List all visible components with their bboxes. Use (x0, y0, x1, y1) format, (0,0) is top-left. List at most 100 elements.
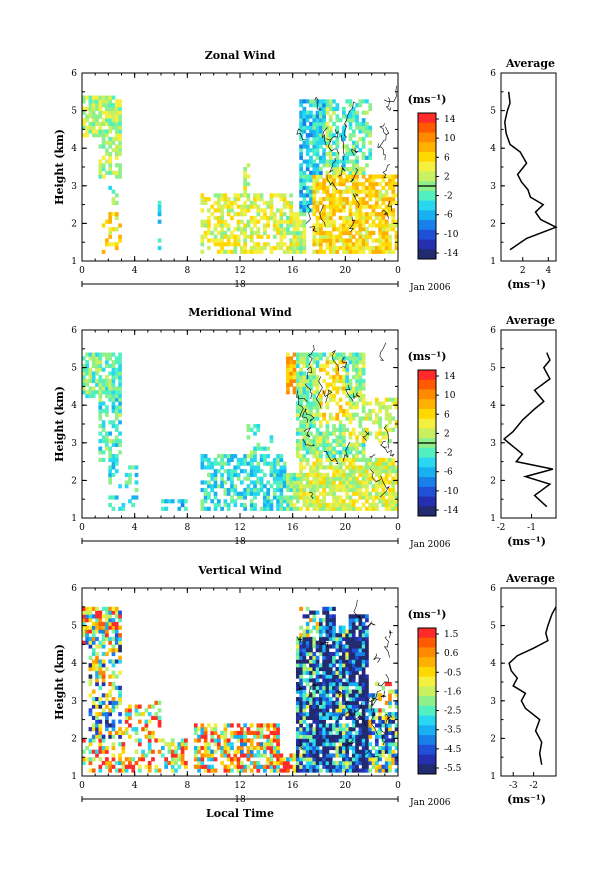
heatmap-cell (85, 363, 89, 368)
heatmap-cell (272, 491, 277, 496)
heatmap-cell (184, 738, 188, 743)
heatmap-cell (266, 487, 271, 493)
heatmap-cell (319, 457, 323, 462)
heatmap-cell (108, 636, 113, 642)
heatmap-cell (269, 757, 274, 762)
heatmap-cell (338, 768, 343, 773)
heatmap-cell (111, 723, 116, 728)
heatmap-cell (305, 727, 310, 732)
heatmap-cell (365, 651, 369, 657)
y-tick-label: 2 (71, 219, 77, 229)
heatmap-cell (332, 238, 336, 243)
heatmap-cell (355, 204, 359, 209)
heatmap-cell (351, 708, 356, 713)
heatmap-cell (371, 223, 376, 228)
heatmap-cell (246, 491, 251, 496)
heatmap-cell (292, 367, 297, 372)
heatmap-cell (388, 730, 392, 736)
heatmap-cell (378, 182, 382, 187)
heatmap-cell (328, 461, 333, 466)
heatmap-cell (368, 495, 373, 500)
heatmap-cell (226, 234, 231, 239)
heatmap-cell (269, 200, 274, 205)
heatmap-cell (302, 670, 307, 675)
heatmap-cell (111, 663, 116, 668)
heatmap-cell (157, 719, 162, 724)
heatmap-cell (374, 495, 379, 500)
heatmap-cell (348, 390, 353, 395)
heatmap-cell (361, 144, 366, 149)
heatmap-cell (98, 397, 103, 402)
heatmap-cell (98, 614, 103, 619)
heatmap-cell (226, 506, 231, 511)
heatmap-cell (309, 148, 313, 153)
heatmap-cell (342, 114, 346, 119)
heatmap-cell (269, 723, 274, 728)
heatmap-cells (82, 95, 399, 254)
heatmap-cell (302, 633, 307, 638)
contour-line (371, 708, 378, 735)
heatmap-cell (315, 189, 320, 194)
heatmap-cell (365, 734, 369, 739)
heatmap-cell (85, 606, 89, 611)
heatmap-cell (111, 697, 116, 702)
heatmap-cell (286, 245, 290, 251)
heatmap-cell (226, 249, 231, 254)
heatmap-cell (322, 208, 326, 213)
heatmap-cell (358, 450, 363, 455)
heatmap-cell (312, 133, 317, 138)
heatmap-cell (108, 118, 113, 123)
heatmap-cell (266, 223, 271, 228)
heatmap-cell (279, 760, 284, 766)
heatmap-cell (295, 745, 300, 751)
heatmap-cell (108, 159, 113, 164)
heatmap-cell (128, 734, 132, 739)
heatmap-cell (345, 382, 350, 387)
heatmap-cell (322, 499, 326, 504)
heatmap-cell (345, 480, 350, 485)
heatmap-cell (226, 454, 231, 459)
heatmap-cell (91, 103, 96, 108)
heatmap-cell (351, 167, 356, 172)
heatmap-cell (345, 465, 350, 470)
heatmap-cell (246, 745, 251, 751)
heatmap-cell (328, 502, 333, 508)
heatmap-cell (348, 446, 353, 451)
heatmap-cell (243, 476, 247, 481)
heatmap-cell (322, 352, 326, 357)
heatmap-cell (338, 454, 343, 459)
heatmap-cell (348, 682, 353, 687)
profile-title: Average (505, 314, 555, 327)
heatmap-cell (381, 685, 386, 690)
heatmap-cell (391, 499, 396, 504)
heatmap-cell (315, 760, 320, 766)
heatmap-cell (279, 753, 284, 758)
heatmap-cell (98, 125, 103, 130)
heatmap-cell (328, 431, 333, 436)
heatmap-cell (361, 640, 366, 645)
heatmap-cell (263, 472, 267, 478)
heatmap-cell (213, 495, 218, 500)
heatmap-cell (312, 148, 317, 153)
heatmap-cell (371, 249, 376, 254)
heatmap-cell (108, 167, 113, 172)
heatmap-cell (332, 178, 336, 183)
heatmap-cell (114, 393, 119, 399)
heatmap-cell (302, 499, 307, 504)
heatmap-cell (253, 734, 257, 739)
x-tick-label: 0 (395, 781, 401, 791)
heatmap-cell (325, 363, 330, 368)
heatmap-cell (345, 151, 350, 157)
heatmap-cell (391, 193, 396, 198)
heatmap-cell (325, 606, 330, 611)
heatmap-cell (128, 465, 132, 470)
heatmap-cell (391, 760, 396, 766)
heatmap-cell (332, 506, 336, 511)
heatmap-cell (292, 249, 297, 254)
colorbar-swatch (418, 399, 436, 410)
heatmap-cell (315, 397, 320, 402)
heatmap-cell (371, 757, 376, 762)
heatmap-cell (256, 446, 261, 451)
heatmap-cell (200, 234, 205, 239)
heatmap-cell (114, 106, 119, 111)
